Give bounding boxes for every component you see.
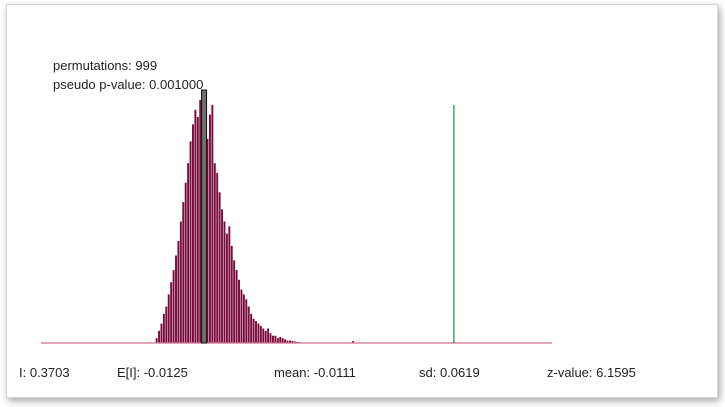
histogram-bar [158,330,160,343]
histogram-bar [160,323,163,343]
histogram-bar [216,172,219,343]
histogram-bar [242,294,245,343]
histogram-bar [233,260,236,343]
histogram-bar [194,109,197,343]
histogram-bar [213,163,216,343]
histogram-bar [291,341,294,343]
histogram-bar [255,321,257,343]
histogram-bar [274,335,277,343]
histogram-bar [250,313,253,343]
histogram-bar [279,336,282,343]
histogram-bar [257,323,260,343]
histogram-bar [192,124,194,343]
sd-value: sd: 0.0619 [419,365,480,380]
histogram-bar [225,233,228,343]
histogram-bars [155,100,355,343]
histogram-bar [187,163,190,343]
mean-value: mean: -0.0111 [274,365,356,380]
moran-scatter-histogram-panel: permutations: 999 pseudo p-value: 0.0010… [6,4,718,398]
histogram-bar [281,338,284,343]
histogram-bar [175,255,177,343]
histogram-bar [170,282,173,343]
histogram-bar [264,330,267,343]
permutations-label: permutations: 999 [53,58,157,73]
histogram-bar [208,114,211,343]
histogram-bar [288,340,291,343]
histogram-bar [235,270,238,343]
expected-i-value: E[I]: -0.0125 [117,365,188,380]
histogram-bar [179,221,182,343]
histogram-bar [230,245,233,343]
z-value: z-value: 6.1595 [547,365,636,380]
histogram-bar [184,182,187,343]
histogram-bar [238,279,240,343]
histogram-bar [228,226,231,343]
histogram-bar [221,209,224,343]
histogram-bar [223,221,226,343]
histogram-bar [155,338,158,343]
histogram-bar [165,306,168,343]
permutation-histogram: permutations: 999 pseudo p-value: 0.0010… [19,58,636,380]
histogram-bar [352,341,355,343]
histogram-bar [269,333,272,343]
mean-marker [201,89,208,344]
histogram-bar [211,104,214,343]
histogram-bar [172,270,175,343]
histogram-bar [189,141,192,343]
histogram-bar [182,202,185,343]
histogram-bar [271,335,274,343]
histogram-bar [293,341,296,343]
histogram-bar [252,318,255,343]
histogram-bar [206,138,209,343]
histogram-bar [267,328,270,343]
histogram-bar [177,240,180,343]
histogram-bar [167,294,170,343]
pseudo-p-value-label: pseudo p-value: 0.001000 [53,77,203,92]
histogram-bar [199,100,202,343]
histogram-bar [284,339,287,343]
histogram-bar [247,306,250,343]
moran-i-value: I: 0.3703 [19,365,70,380]
histogram-bar [286,340,289,343]
histogram-bar [162,313,165,343]
histogram-bar [245,299,248,343]
histogram-bar [196,117,199,343]
histogram-bar [262,328,265,343]
histogram-bar [240,289,243,343]
histogram-bar [276,338,279,343]
histogram-bar [259,325,262,343]
histogram-bar [218,192,221,343]
